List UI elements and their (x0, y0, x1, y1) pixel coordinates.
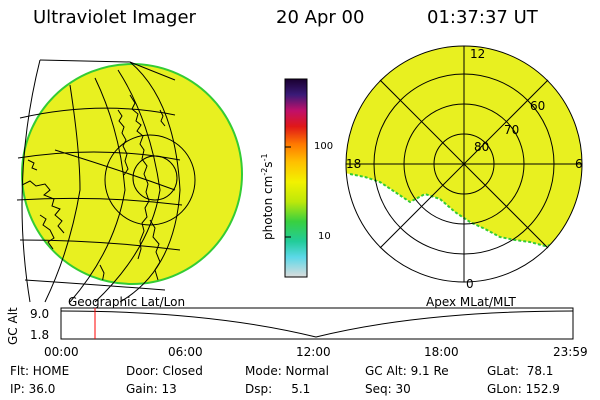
status-gc-alt: GC Alt: 9.1 Re (365, 364, 449, 378)
geo-grid (16, 59, 196, 303)
observation-time: 01:37:37 UT (427, 7, 538, 28)
mlat-label-60: 60 (530, 99, 545, 113)
status-mode: Mode: Normal (245, 364, 329, 378)
polar-diagonal-2 (379, 79, 549, 249)
polar-plot: 12 18 6 0 60 70 80 (345, 45, 583, 291)
status-dsp: Dsp: 5.1 (245, 382, 311, 396)
geographic-title: Geographic Lat/Lon (68, 295, 186, 309)
x-tick-0600: 06:00 (168, 345, 203, 359)
altitude-timeline (60, 307, 574, 340)
mlt-label-12: 12 (470, 47, 485, 61)
status-gain: Gain: 13 (126, 382, 177, 396)
x-tick-2359: 23:59 (553, 345, 588, 359)
y-tick-label-high: 9.0 (30, 307, 50, 321)
colorbar-tick-label-10: 10 (318, 231, 331, 242)
mlt-label-6: 6 (575, 157, 583, 171)
observation-date: 20 Apr 00 (276, 7, 365, 28)
geo-image-disc (21, 63, 243, 285)
status-ip: IP: 36.0 (10, 382, 56, 396)
gc-alt-axis-label: GC Alt (6, 307, 20, 345)
instrument-title: Ultraviolet Imager (33, 7, 196, 28)
mlat-label-70: 70 (504, 123, 519, 137)
colorbar-tick-label-100: 100 (314, 141, 334, 152)
apex-title: Apex MLat/MLT (426, 295, 516, 309)
timeline-frame (60, 307, 574, 340)
mlt-label-18: 18 (346, 157, 361, 171)
gc-alt-curve (60, 310, 574, 338)
x-tick-1800: 18:00 (424, 345, 459, 359)
status-glat: GLat: 78.1 (487, 364, 554, 378)
status-door: Door: Closed (126, 364, 203, 378)
status-glon: GLon: 152.9 (487, 382, 560, 396)
mlt-label-0: 0 (466, 277, 474, 291)
mlat-label-80: 80 (474, 140, 489, 154)
polar-emission-region (346, 46, 582, 246)
x-tick-0000: 00:00 (44, 345, 79, 359)
y-tick-label-low: 1.8 (30, 328, 50, 342)
status-seq: Seq: 30 (365, 382, 411, 396)
status-filter: Flt: HOME (10, 364, 70, 378)
x-tick-1200: 12:00 (296, 345, 331, 359)
color-scale-bar: photon cm-2s-1 (260, 78, 308, 278)
geographic-image (16, 59, 243, 303)
colorbar-unit-label: photon cm-2s-1 (260, 153, 275, 240)
